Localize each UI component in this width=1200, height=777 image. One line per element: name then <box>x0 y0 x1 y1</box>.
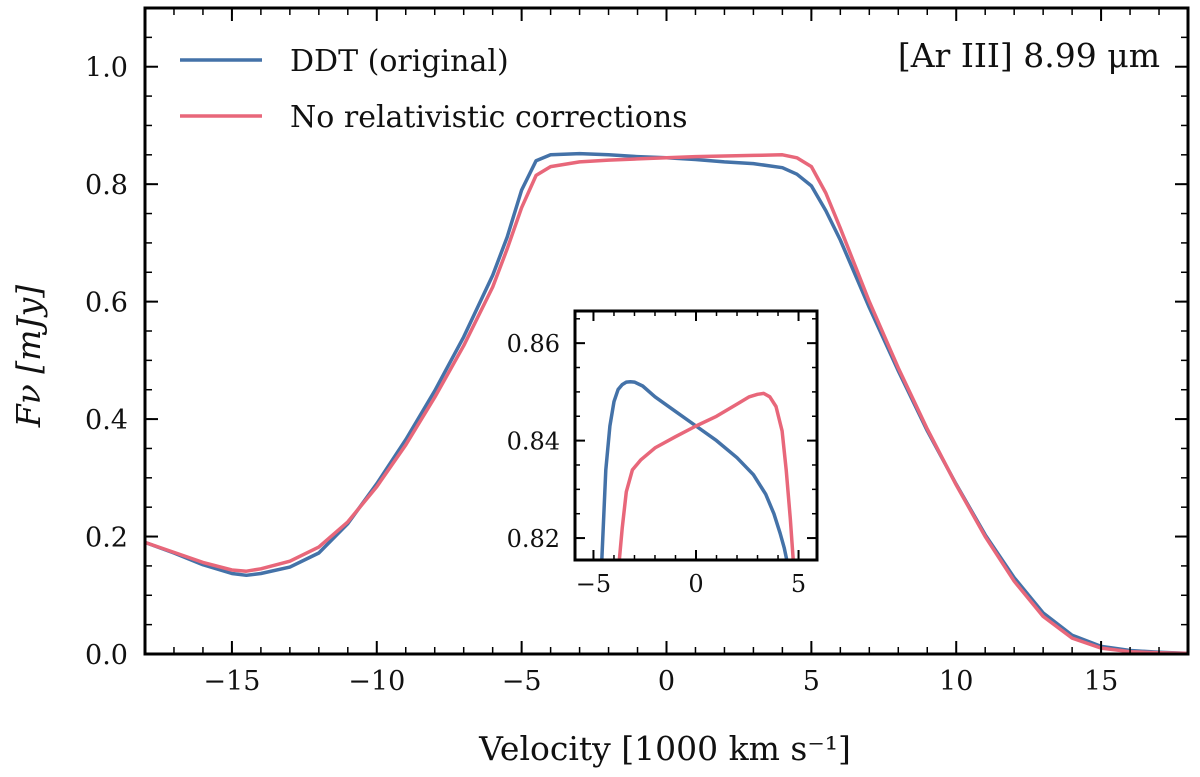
inset-series-line-ddt-original <box>600 379 789 560</box>
inset-x-tick-label: −5 <box>576 570 611 598</box>
main-x-tick-label: 5 <box>803 666 820 697</box>
main-y-tick-label: 0.2 <box>85 523 128 554</box>
y-axis-title: Fν [mJy] <box>9 285 48 428</box>
main-x-tick-label: −15 <box>203 666 260 697</box>
inset-series-group <box>600 379 795 560</box>
main-series-group <box>145 151 1188 654</box>
main-y-tick-label: 0.0 <box>85 640 128 671</box>
main-y-tick-label: 1.0 <box>85 53 128 84</box>
inset-series-line-no-relativistic-corrections <box>617 391 795 560</box>
main-x-tick-label: 15 <box>1084 666 1118 697</box>
main-x-tick-label: 0 <box>658 666 675 697</box>
main-y-tick-label: 0.6 <box>85 288 128 319</box>
main-x-tick-label: 10 <box>939 666 973 697</box>
x-axis-title: Velocity [1000 km s⁻¹] <box>478 729 851 768</box>
inset-y-tick-label: 0.82 <box>507 525 560 553</box>
main-x-tick-label: −5 <box>502 666 542 697</box>
line-annotation: [Ar III] 8.99 μm <box>898 36 1160 75</box>
inset-plot: −5 0 5 0.82 0.84 0.86 <box>507 309 819 598</box>
main-plot-frame <box>143 6 1190 656</box>
inset-x-tick-label: 5 <box>791 570 806 598</box>
legend-label-no-relativistic-corrections: No relativistic corrections <box>290 100 688 135</box>
inset-y-tick-label: 0.84 <box>507 428 560 456</box>
main-y-tick-label: 0.4 <box>85 405 128 436</box>
main-series-line-no-relativistic-corrections <box>145 153 1188 654</box>
inset-background <box>575 311 817 560</box>
legend: DDT (original) No relativistic correctio… <box>180 44 688 135</box>
main-y-tick-label: 0.8 <box>85 170 128 201</box>
inset-plot-frame <box>573 309 819 562</box>
legend-label-ddt-original: DDT (original) <box>290 44 509 79</box>
inset-x-tick-label: 0 <box>688 570 703 598</box>
main-x-tick-label: −10 <box>348 666 405 697</box>
main-plot: −15 −10 −5 0 5 10 15 0.0 0.2 0.4 0.6 0.8 1.0 <box>85 6 1190 697</box>
main-axis-ticks: −15 −10 −5 0 5 10 15 0.0 0.2 0.4 0.6 0.8 1.0 <box>85 7 1189 697</box>
inset-y-tick-label: 0.86 <box>507 330 560 358</box>
